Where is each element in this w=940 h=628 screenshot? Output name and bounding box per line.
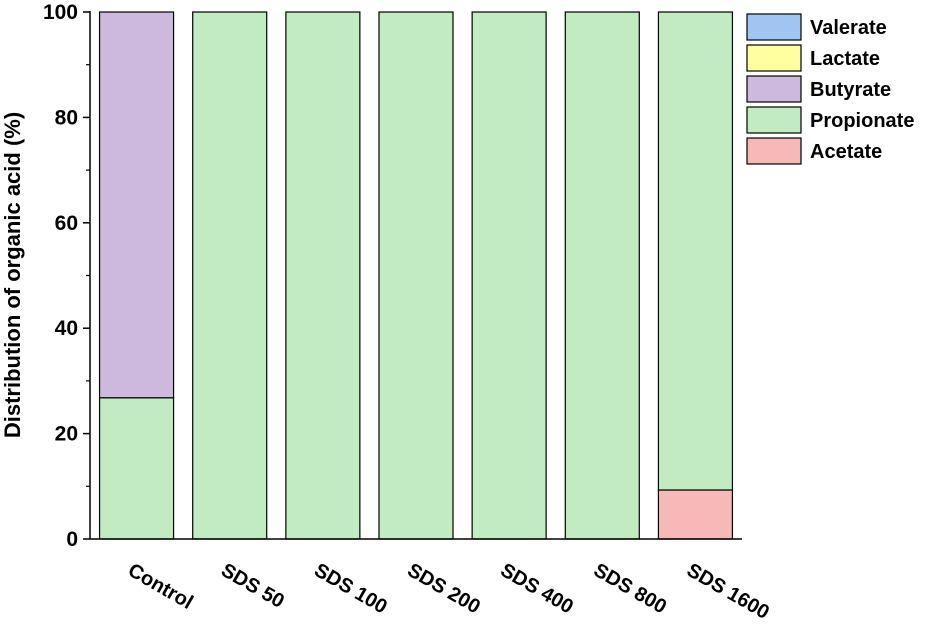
category-labels: Control SDS 50 SDS 100 SDS 200 SDS 400 SDS 80… bbox=[124, 559, 773, 624]
legend-swatch-valerate bbox=[746, 13, 802, 41]
bar-segment-butyrate bbox=[98, 11, 175, 399]
x-tick-label: SDS 50 bbox=[217, 559, 288, 613]
bar-segment-propionate bbox=[564, 11, 640, 540]
x-tick-label: SDS 400 bbox=[497, 559, 577, 618]
x-tick-label: Control bbox=[124, 559, 197, 614]
bars-layer bbox=[98, 11, 734, 540]
y-tick-label: 60 bbox=[55, 212, 78, 235]
legend-label-lactate: Lactate bbox=[810, 48, 880, 70]
y-tick-label: 0 bbox=[66, 528, 78, 551]
bar-segment-propionate bbox=[98, 397, 175, 540]
legend-swatch-acetate bbox=[746, 137, 802, 165]
bar-segment-propionate bbox=[285, 11, 361, 540]
axes-layer: 0 20 40 60 80 100 bbox=[43, 1, 742, 551]
legend-label-butyrate: Butyrate bbox=[810, 79, 891, 101]
y-axis-title: Distribution of organic acid (%) bbox=[0, 112, 25, 438]
y-tick-label: 100 bbox=[43, 1, 78, 24]
legend-label-valerate: Valerate bbox=[810, 17, 887, 39]
legend-swatch-propionate bbox=[746, 106, 802, 134]
x-tick-label: SDS 800 bbox=[590, 559, 670, 618]
bar-segment-propionate bbox=[471, 11, 547, 540]
bar-segment-propionate bbox=[378, 11, 454, 540]
y-tick-label: 20 bbox=[55, 423, 78, 446]
legend-swatch-lactate bbox=[746, 44, 802, 72]
y-tick-label: 40 bbox=[55, 317, 78, 340]
y-tick-label: 80 bbox=[55, 106, 78, 129]
bar-segment-acetate bbox=[657, 489, 734, 540]
x-tick-label: SDS 100 bbox=[310, 559, 390, 618]
bar-segment-propionate bbox=[657, 11, 734, 491]
legend: Valerate Lactate Butyrate Propionate Acetate bbox=[746, 13, 914, 165]
legend-label-acetate: Acetate bbox=[810, 141, 882, 163]
x-tick-label: SDS 1600 bbox=[683, 559, 773, 624]
legend-label-propionate: Propionate bbox=[810, 110, 914, 132]
legend-swatch-butyrate bbox=[746, 75, 802, 103]
bar-segment-propionate bbox=[192, 11, 268, 540]
x-tick-label: SDS 200 bbox=[404, 559, 484, 618]
